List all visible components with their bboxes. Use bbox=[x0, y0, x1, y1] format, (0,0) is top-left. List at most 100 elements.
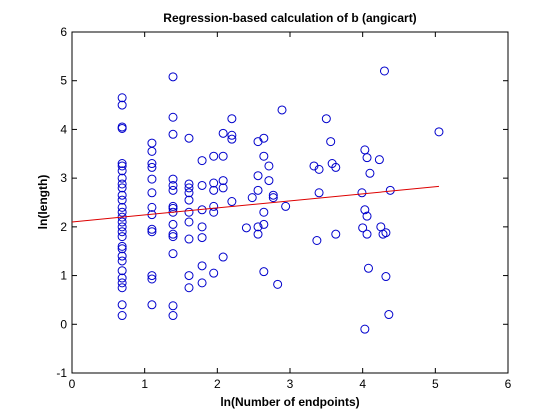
data-point bbox=[197, 233, 207, 243]
data-point bbox=[184, 195, 194, 205]
data-point bbox=[314, 164, 324, 174]
data-point bbox=[147, 274, 157, 284]
data-point bbox=[168, 311, 178, 321]
data-point bbox=[117, 251, 127, 261]
data-point bbox=[273, 279, 283, 289]
data-point bbox=[117, 100, 127, 110]
data-point bbox=[117, 227, 127, 237]
y-tick-label: 3 bbox=[60, 171, 67, 185]
y-tick-label: 4 bbox=[60, 122, 67, 136]
data-point bbox=[168, 229, 178, 239]
data-point bbox=[184, 283, 194, 293]
data-point bbox=[227, 114, 237, 124]
data-point bbox=[434, 127, 444, 137]
data-point bbox=[360, 205, 370, 215]
data-point bbox=[209, 151, 219, 161]
data-point bbox=[117, 195, 127, 205]
y-tick-label: -1 bbox=[56, 366, 67, 380]
y-tick-label: 6 bbox=[60, 25, 67, 39]
data-point bbox=[147, 159, 157, 169]
data-point bbox=[117, 241, 127, 251]
data-point bbox=[117, 183, 127, 193]
y-tick-label: 2 bbox=[60, 220, 67, 234]
data-point bbox=[197, 180, 207, 190]
data-point bbox=[168, 180, 178, 190]
data-point bbox=[184, 133, 194, 143]
data-point bbox=[268, 193, 278, 203]
data-point bbox=[331, 162, 341, 172]
data-point bbox=[117, 300, 127, 310]
data-point bbox=[168, 112, 178, 122]
data-point bbox=[331, 229, 341, 239]
data-point bbox=[117, 244, 127, 254]
data-point bbox=[321, 114, 331, 124]
data-point bbox=[117, 190, 127, 200]
x-tick-label: 3 bbox=[287, 377, 294, 391]
x-tick-label: 0 bbox=[69, 377, 76, 391]
data-point bbox=[147, 162, 157, 172]
data-point bbox=[197, 156, 207, 166]
data-point bbox=[218, 151, 228, 161]
data-point bbox=[184, 183, 194, 193]
data-point bbox=[227, 130, 237, 140]
data-point bbox=[259, 207, 269, 217]
data-point bbox=[117, 266, 127, 276]
data-point bbox=[381, 272, 391, 282]
data-point bbox=[268, 190, 278, 200]
data-point bbox=[184, 217, 194, 227]
x-tick-label: 6 bbox=[505, 377, 512, 391]
data-point bbox=[360, 324, 370, 334]
data-point bbox=[253, 171, 263, 181]
data-point bbox=[117, 222, 127, 232]
x-tick-label: 5 bbox=[432, 377, 439, 391]
data-point bbox=[117, 217, 127, 227]
data-point bbox=[147, 202, 157, 212]
data-point bbox=[227, 197, 237, 207]
data-point bbox=[209, 268, 219, 278]
data-point bbox=[312, 235, 322, 245]
data-point bbox=[357, 188, 367, 198]
data-point bbox=[117, 232, 127, 242]
data-point bbox=[117, 173, 127, 183]
data-point bbox=[259, 151, 269, 161]
data-point bbox=[253, 185, 263, 195]
data-point bbox=[117, 123, 127, 133]
data-point bbox=[147, 174, 157, 184]
data-point bbox=[253, 222, 263, 232]
data-point bbox=[197, 278, 207, 288]
data-point bbox=[117, 273, 127, 283]
data-point bbox=[259, 133, 269, 143]
data-point bbox=[264, 176, 274, 186]
chart-title: Regression-based calculation of b (angic… bbox=[163, 11, 416, 25]
data-point bbox=[117, 207, 127, 217]
data-point bbox=[168, 72, 178, 82]
data-point bbox=[147, 300, 157, 310]
data-point bbox=[379, 66, 389, 76]
data-point bbox=[358, 223, 368, 233]
data-point bbox=[363, 263, 373, 273]
data-point bbox=[184, 179, 194, 189]
regression-line bbox=[71, 185, 440, 223]
data-point bbox=[147, 146, 157, 156]
data-point bbox=[168, 249, 178, 259]
data-point bbox=[241, 223, 251, 233]
data-point bbox=[209, 185, 219, 195]
data-point bbox=[209, 178, 219, 188]
x-tick-label: 1 bbox=[141, 377, 148, 391]
data-point bbox=[218, 176, 228, 186]
data-point bbox=[184, 271, 194, 281]
y-axis-label: ln(length) bbox=[36, 175, 50, 230]
data-point bbox=[184, 234, 194, 244]
data-point bbox=[259, 219, 269, 229]
data-point bbox=[362, 211, 372, 221]
data-point bbox=[117, 256, 127, 266]
data-point bbox=[184, 207, 194, 217]
data-point bbox=[374, 155, 384, 165]
data-point bbox=[168, 174, 178, 184]
x-tick-label: 2 bbox=[214, 377, 221, 391]
data-point bbox=[218, 252, 228, 262]
data-point bbox=[168, 301, 178, 311]
